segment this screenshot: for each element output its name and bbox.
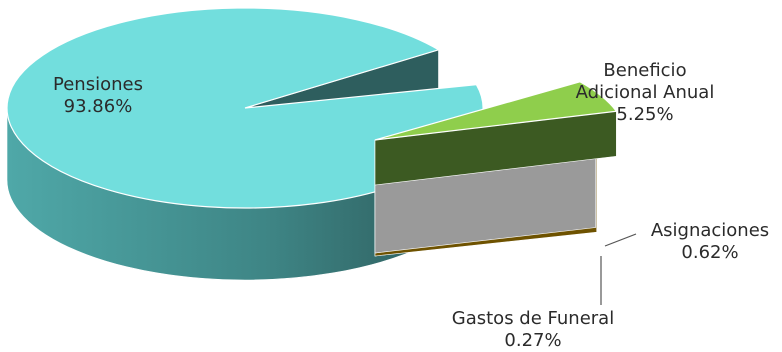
label-asignaciones: Asignaciones 0.62%	[640, 220, 780, 264]
label-beneficio-name-line1: Beneficio	[603, 60, 687, 81]
label-asignaciones-value: 0.62%	[681, 242, 739, 263]
slice-beneficio-adicional-anual-top	[374, 81, 618, 141]
slice-beneficio-adicional-anual	[374, 81, 618, 186]
label-beneficio: Beneficio Adicional Anual 5.25%	[545, 60, 745, 126]
label-asignaciones-name: Asignaciones	[650, 220, 770, 241]
leader-line-asignaciones	[604, 233, 637, 247]
label-beneficio-name-line2: Adicional Anual	[575, 82, 715, 103]
label-pensiones: Pensiones 93.86%	[28, 74, 168, 118]
slices-layer	[6, 7, 618, 281]
label-gastos-name: Gastos de Funeral	[451, 308, 615, 329]
label-beneficio-value: 5.25%	[616, 104, 674, 125]
label-pensiones-name: Pensiones	[53, 74, 143, 95]
label-pensiones-value: 93.86%	[63, 96, 133, 117]
label-gastos-value: 0.27%	[504, 330, 562, 351]
label-gastos: Gastos de Funeral 0.27%	[418, 308, 648, 352]
